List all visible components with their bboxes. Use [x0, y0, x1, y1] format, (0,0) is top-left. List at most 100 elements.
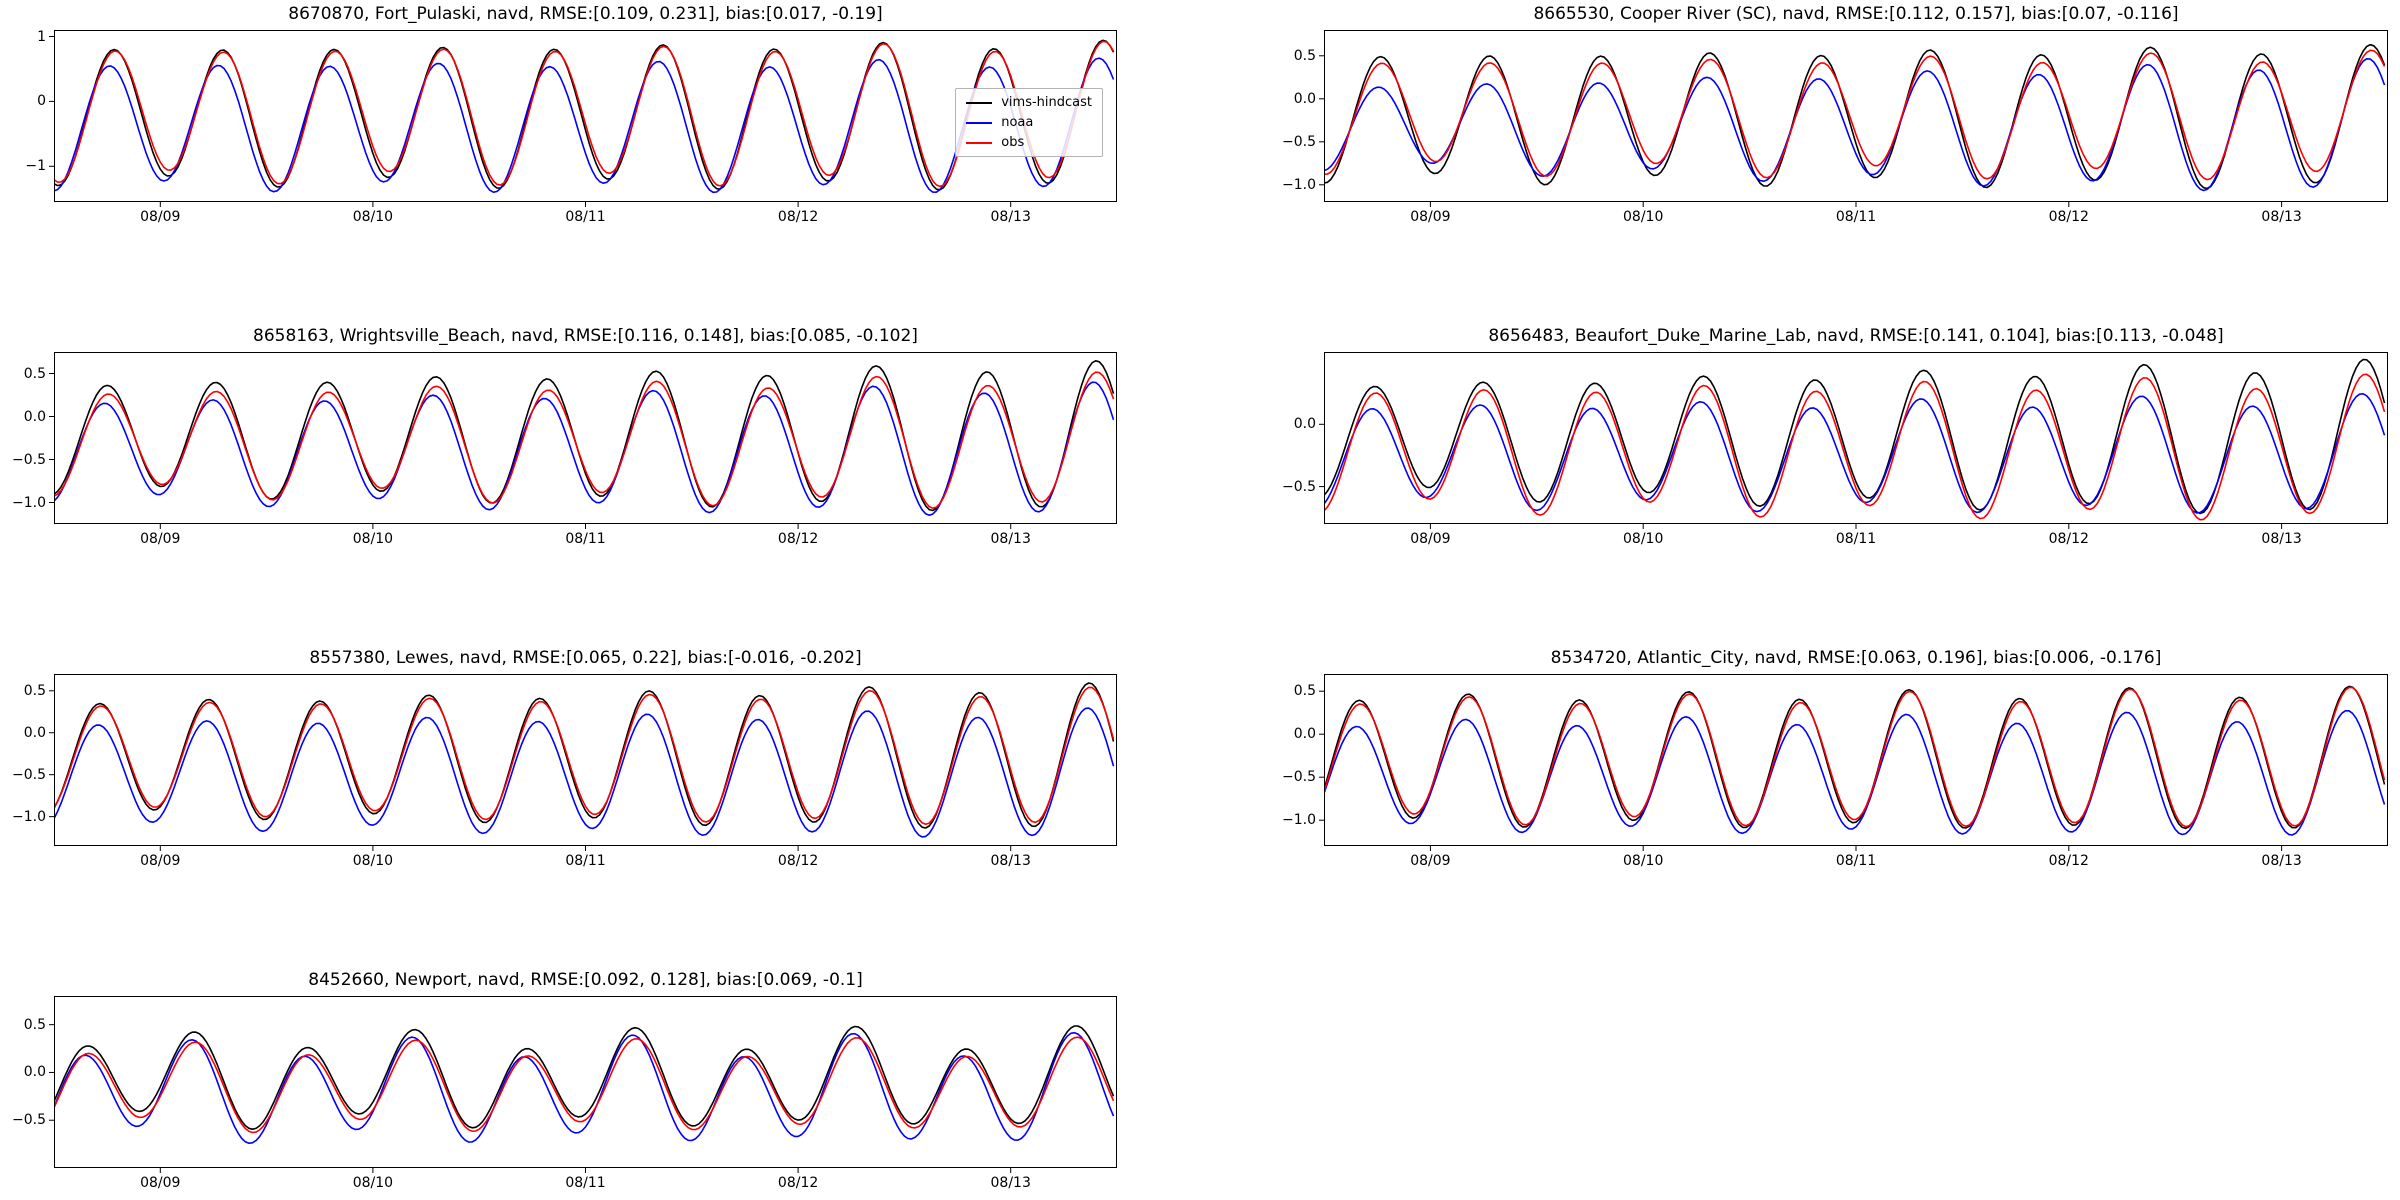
- y-tick-label: 0.0: [23, 724, 46, 741]
- plot-svg: [49, 674, 1117, 851]
- plot-svg: [1319, 30, 2388, 207]
- y-tick-label: −1.0: [1282, 812, 1316, 829]
- x-tick-label: 08/11: [1835, 531, 1877, 547]
- plot-svg: [49, 352, 1117, 529]
- subplot-title: 8656483, Beaufort_Duke_Marine_Lab, navd,…: [1488, 326, 2224, 346]
- series-line-noaa: [1324, 392, 2386, 514]
- y-tick-label: −0.5: [12, 451, 46, 468]
- series-group: [1324, 685, 2386, 836]
- x-tick-label: 08/12: [777, 1175, 819, 1191]
- legend-line-swatch: [966, 141, 993, 144]
- y-tick-label: 0.0: [1293, 90, 1316, 107]
- axes-frame: [54, 674, 1117, 846]
- subplot-title: 8665530, Cooper River (SC), navd, RMSE:[…: [1533, 4, 2179, 24]
- legend-label: vims-hindcast: [1001, 95, 1092, 110]
- y-tick-label: 0.5: [23, 1016, 46, 1033]
- y-axis-ticks: [49, 1024, 54, 1121]
- x-tick-label: 08/13: [2261, 209, 2302, 225]
- x-tick-label: 08/13: [990, 531, 1031, 547]
- y-tick-label: 0.5: [1293, 47, 1316, 64]
- series-line-obs: [54, 371, 1115, 509]
- x-tick-label: 08/10: [1623, 853, 1664, 869]
- legend-label: obs: [1001, 135, 1025, 150]
- x-tick-label: 08/11: [565, 531, 606, 547]
- series-group: [54, 39, 1115, 194]
- x-tick-label: 08/13: [990, 853, 1031, 869]
- series-group: [54, 682, 1115, 838]
- x-axis-ticks: [1429, 202, 2283, 207]
- subplot-title: 8670870, Fort_Pulaski, navd, RMSE:[0.109…: [288, 4, 883, 24]
- x-tick-label: 08/11: [565, 1175, 606, 1191]
- series-line-vims-hindcast: [54, 1025, 1115, 1130]
- legend-line-swatch: [966, 121, 993, 124]
- x-tick-label: 08/13: [990, 1175, 1031, 1191]
- series-line-vims-hindcast: [54, 360, 1115, 512]
- x-tick-label: 08/13: [990, 209, 1031, 225]
- y-tick-label: 1: [37, 28, 46, 45]
- y-tick-label: 0.0: [1293, 726, 1316, 743]
- x-tick-label: 08/11: [1835, 209, 1877, 225]
- x-tick-label: 08/11: [565, 853, 606, 869]
- axes-frame: [54, 996, 1117, 1168]
- y-tick-label: 0.5: [1293, 683, 1316, 700]
- legend-entry-obs: obs: [966, 135, 1092, 150]
- series-line-obs: [54, 40, 1115, 188]
- y-tick-label: −0.5: [1282, 133, 1316, 150]
- x-tick-label: 08/10: [352, 1175, 394, 1191]
- y-tick-label: −1.0: [12, 494, 46, 511]
- series-line-vims-hindcast: [1324, 685, 2386, 830]
- x-axis-ticks: [159, 846, 1012, 851]
- series-line-noaa: [1324, 57, 2386, 192]
- x-tick-label: 08/09: [140, 209, 181, 225]
- x-tick-label: 08/09: [1410, 209, 1451, 225]
- y-tick-label: 0.0: [23, 408, 46, 425]
- axes-frame: [54, 30, 1117, 202]
- series-group: [54, 360, 1115, 516]
- legend-label: noaa: [1001, 115, 1034, 130]
- x-axis-ticks: [159, 1168, 1012, 1173]
- y-axis-ticks: [1319, 423, 1324, 488]
- subplot-cooper-river-sc-: 8665530, Cooper River (SC), navd, RMSE:[…: [1282, 4, 2388, 225]
- x-tick-label: 08/09: [140, 531, 181, 547]
- y-tick-label: 0.5: [23, 682, 46, 699]
- subplot-title: 8658163, Wrightsville_Beach, navd, RMSE:…: [253, 326, 918, 346]
- x-tick-label: 08/09: [140, 1175, 181, 1191]
- x-axis-ticks: [1429, 846, 2283, 851]
- y-tick-label: 0.0: [23, 1064, 46, 1081]
- series-line-noaa: [54, 1031, 1115, 1144]
- x-axis-ticks: [159, 524, 1012, 529]
- x-tick-label: 08/10: [352, 531, 394, 547]
- series-line-noaa: [54, 381, 1115, 516]
- x-tick-label: 08/12: [2048, 853, 2089, 869]
- x-tick-label: 08/10: [1623, 531, 1664, 547]
- x-tick-label: 08/09: [1410, 853, 1451, 869]
- legend-entry-vims-hindcast: vims-hindcast: [966, 95, 1092, 110]
- legend-entry-noaa: noaa: [966, 115, 1092, 130]
- plot-svg: [49, 996, 1117, 1173]
- x-tick-label: 08/10: [1623, 209, 1664, 225]
- legend-line-swatch: [966, 101, 993, 104]
- y-tick-label: −0.5: [1282, 769, 1316, 786]
- y-tick-label: −0.5: [1282, 478, 1316, 495]
- series-line-vims-hindcast: [1324, 358, 2386, 515]
- series-line-noaa: [54, 57, 1115, 194]
- subplot-wrightsville-beach: 8658163, Wrightsville_Beach, navd, RMSE:…: [12, 326, 1117, 547]
- series-line-noaa: [54, 707, 1115, 838]
- y-axis-ticks: [49, 35, 54, 167]
- plot-svg: [1319, 352, 2388, 529]
- y-tick-label: 0.0: [1293, 416, 1316, 433]
- y-axis-ticks: [49, 373, 54, 503]
- axes-frame: [1324, 674, 2388, 846]
- x-tick-label: 08/09: [140, 853, 181, 869]
- x-tick-label: 08/09: [1410, 531, 1451, 547]
- y-tick-label: −1.0: [1282, 176, 1316, 193]
- subplot-atlantic-city: 8534720, Atlantic_City, navd, RMSE:[0.06…: [1282, 648, 2388, 869]
- subplot-beaufort-duke-marine-lab: 8656483, Beaufort_Duke_Marine_Lab, navd,…: [1282, 326, 2388, 547]
- subplot-newport: 8452660, Newport, navd, RMSE:[0.092, 0.1…: [12, 970, 1117, 1191]
- x-axis-ticks: [1429, 524, 2283, 529]
- x-tick-label: 08/12: [2048, 209, 2089, 225]
- y-tick-label: −1.0: [12, 808, 46, 825]
- y-axis-ticks: [49, 690, 54, 818]
- series-line-obs: [1324, 49, 2386, 181]
- x-tick-label: 08/12: [777, 531, 819, 547]
